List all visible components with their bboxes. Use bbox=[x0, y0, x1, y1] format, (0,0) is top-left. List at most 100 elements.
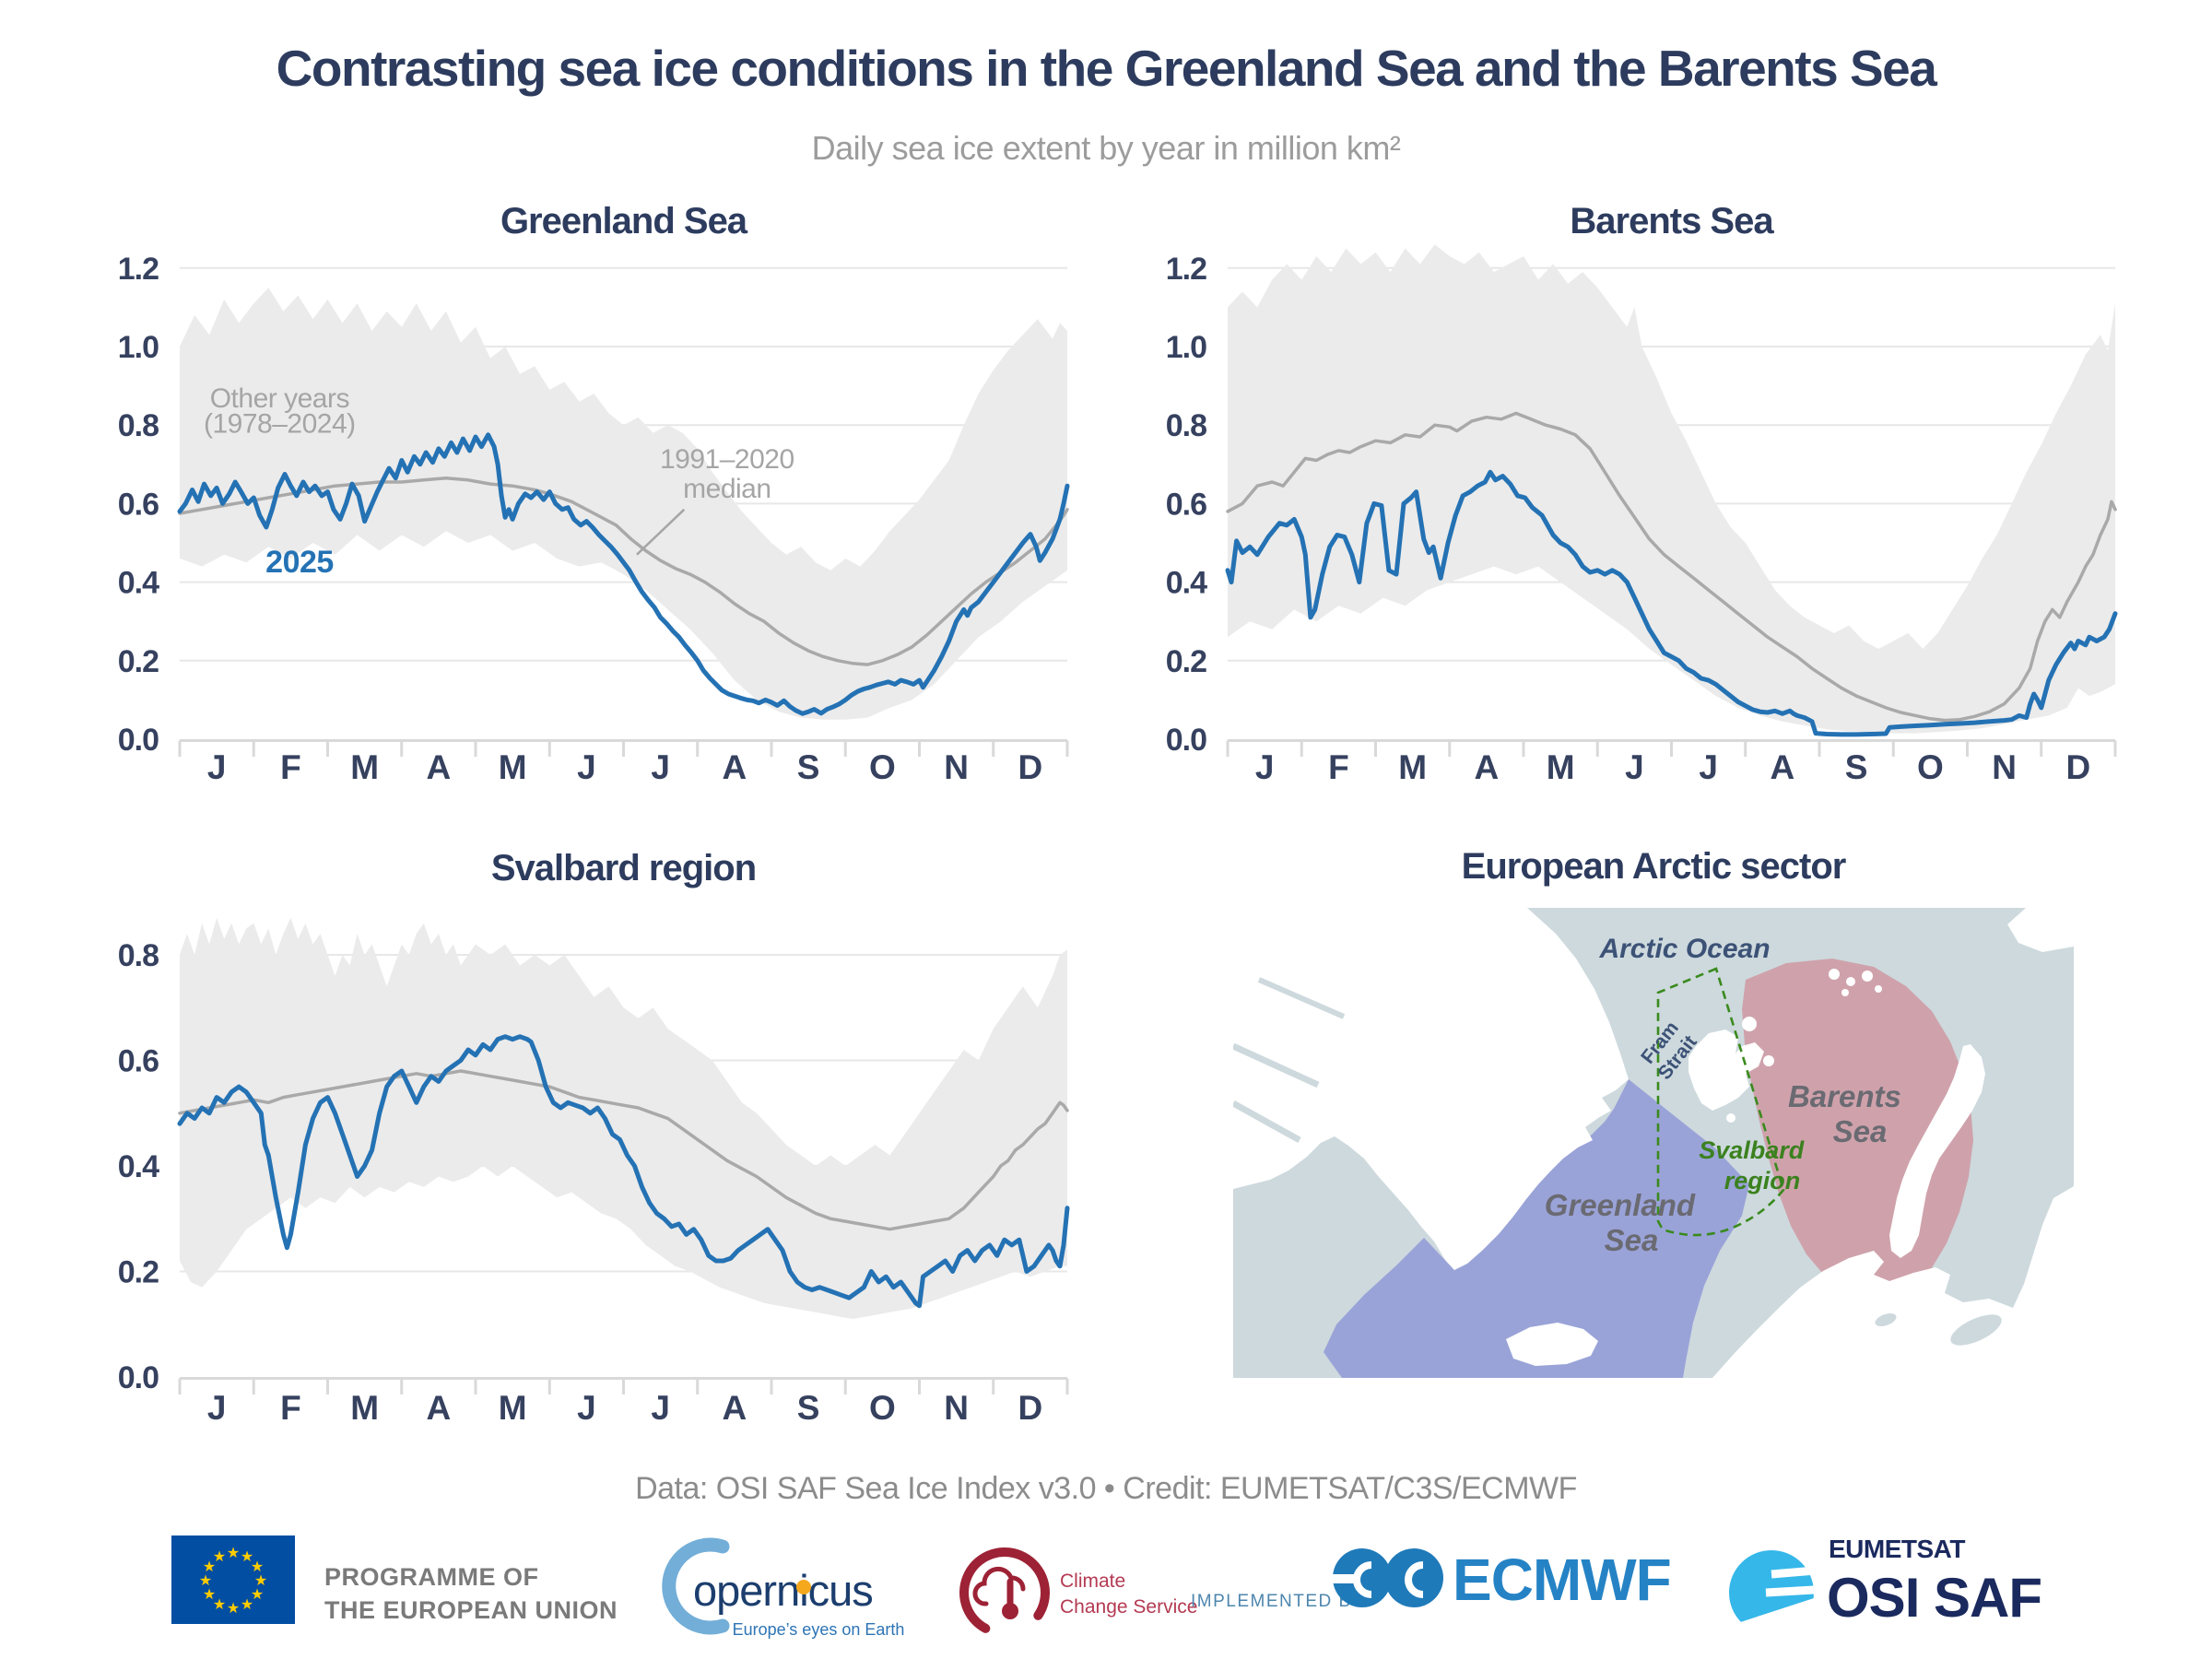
implemented-by-label: IMPLEMENTED BY bbox=[1191, 1592, 1365, 1611]
greenland-chart: 0.0 0.2 0.4 0.6 0.8 1.0 1.2 J F M A M J J A S O N D Other y… bbox=[118, 252, 1070, 786]
map-label-svalbard-2: region bbox=[1724, 1167, 1801, 1194]
greenland-month-label: S bbox=[797, 748, 820, 786]
greenland-month-label: M bbox=[350, 748, 379, 786]
svalbard-month-label: F bbox=[280, 1389, 301, 1427]
greenland-annotation-leader bbox=[636, 508, 686, 556]
barents-month-label: M bbox=[1398, 748, 1427, 786]
panel-title-svalbard-region: Svalbard region bbox=[490, 848, 757, 888]
greenland-annotation: 1991–2020 bbox=[660, 444, 794, 475]
barents-month-label: O bbox=[1917, 748, 1944, 786]
map-label-greenland: Greenland bbox=[1545, 1188, 1696, 1222]
eu-programme-label: PROGRAMME OF THE EUROPEAN UNION bbox=[324, 1561, 618, 1627]
eu-flag-field bbox=[171, 1535, 295, 1624]
barents-month-label: S bbox=[1845, 748, 1868, 786]
svalbard-month-label: O bbox=[869, 1389, 896, 1427]
barents-y-tick-label: 0.8 bbox=[1166, 408, 1206, 443]
greenland-y-tick-label: 0.0 bbox=[118, 723, 159, 758]
map-label-svalbard: Svalbard bbox=[1699, 1136, 1805, 1164]
greenland-month-label: A bbox=[723, 748, 747, 786]
c3s-cloud-icon bbox=[972, 1566, 1026, 1606]
barents-y-tick-label: 0.6 bbox=[1166, 487, 1206, 522]
barents-median-line bbox=[1226, 411, 2117, 723]
eu-flag-logo: ★ ★★★★★★★★★★★ bbox=[171, 1535, 295, 1624]
greenland-month-label: J bbox=[207, 748, 227, 786]
c3s-label-line1: Climate bbox=[1060, 1571, 1125, 1592]
map-svalbard-sector-outline bbox=[1656, 967, 1785, 1237]
c3s-label: Climate Change Service bbox=[1060, 1571, 1197, 1618]
greenland-annotation: Other years bbox=[210, 383, 349, 414]
eu-programme-line2: THE EUROPEAN UNION bbox=[324, 1595, 618, 1624]
map-white-sea bbox=[1950, 1314, 2002, 1346]
greenland-range-band bbox=[180, 288, 1067, 720]
eu-flag-star-icon: ★ bbox=[203, 1559, 216, 1575]
svalbard-month-label: A bbox=[427, 1389, 452, 1427]
svalbard-y-tick-label: 0.6 bbox=[118, 1044, 159, 1079]
svalbard-month-label: M bbox=[350, 1389, 379, 1427]
osisaf-wordmark: OSI SAF bbox=[1827, 1567, 2041, 1629]
c3s-logo: Climate Change Service bbox=[959, 1547, 1197, 1638]
greenland-y-tick-label: 1.2 bbox=[118, 252, 159, 287]
barents-month-label: J bbox=[1255, 748, 1275, 786]
svalbard-month-label: J bbox=[577, 1389, 596, 1427]
ecmwf-icon-cutout bbox=[1405, 1561, 1424, 1598]
map-land-franz-josef bbox=[1829, 969, 1882, 996]
eu-flag-star-icon: ★ bbox=[241, 1597, 253, 1613]
svalbard-range-band bbox=[180, 917, 1067, 1319]
eu-flag-star-icon: ★ bbox=[251, 1559, 264, 1575]
svalbard-month-label: N bbox=[944, 1389, 969, 1427]
panel-title-arctic-map: European Arctic sector bbox=[1461, 846, 1847, 887]
svalbard-y-tick-label: 0.4 bbox=[118, 1149, 159, 1184]
eu-flag-star-icon: ★ bbox=[213, 1597, 226, 1613]
barents-y-tick-label: 0.2 bbox=[1166, 644, 1206, 679]
svalbard-month-label: A bbox=[723, 1389, 747, 1427]
svalbard-month-label: J bbox=[207, 1389, 227, 1427]
greenland-y-tick-label: 0.4 bbox=[118, 566, 159, 601]
page-subtitle: Daily sea ice extent by year in million … bbox=[811, 129, 1401, 167]
barents-chart: 0.0 0.2 0.4 0.6 0.8 1.0 1.2 J F M A M J J A S O N D bbox=[1166, 244, 2118, 786]
ecmwf-wordmark: ECMWF bbox=[1453, 1547, 1671, 1613]
barents-y-tick-label: 1.2 bbox=[1166, 252, 1206, 287]
map-land-novaya-zemlya bbox=[1889, 1044, 1985, 1258]
barents-month-label: D bbox=[2066, 748, 2091, 786]
barents-range-band bbox=[1228, 244, 2115, 734]
map-label-arctic-ocean: Arctic Ocean bbox=[1598, 934, 1770, 964]
greenland-month-label: A bbox=[427, 748, 452, 786]
barents-y-tick-label: 0.0 bbox=[1166, 723, 1206, 758]
c3s-ring-icon bbox=[959, 1547, 1050, 1638]
credit-line: Data: OSI SAF Sea Ice Index v3.0 • Credi… bbox=[635, 1471, 1577, 1506]
svalbard-month-label: M bbox=[499, 1389, 527, 1427]
ecmwf-logo: ECMWF bbox=[1331, 1547, 1672, 1613]
svalbard-month-label: J bbox=[651, 1389, 670, 1427]
barents-y-tick-label: 0.4 bbox=[1166, 566, 1207, 601]
barents-month-label: A bbox=[1771, 748, 1795, 786]
map-channel bbox=[1257, 977, 1346, 1019]
map-channel bbox=[1233, 1100, 1301, 1144]
svalbard-median-line bbox=[178, 1069, 1069, 1231]
osisaf-globe-stripe bbox=[1765, 1585, 1815, 1597]
greenland-y-tick-label: 0.2 bbox=[118, 644, 159, 679]
map-channel bbox=[1233, 1042, 1320, 1088]
map-land-svalbard-island bbox=[1742, 1017, 1757, 1031]
eu-flag-star-icon: ★ bbox=[203, 1587, 216, 1603]
eu-flag-star-icon: ★ bbox=[254, 1573, 267, 1589]
map-label-barents-2: Sea bbox=[1833, 1114, 1888, 1148]
greenland-month-label: J bbox=[577, 748, 596, 786]
barents-month-label: F bbox=[1328, 748, 1349, 786]
greenland-annotation: (1978–2024) bbox=[204, 409, 356, 440]
panel-title-greenland-sea: Greenland Sea bbox=[500, 201, 747, 241]
eu-flag-star-icon: ★ bbox=[251, 1587, 264, 1603]
osisaf-logo: EUMETSAT OSI SAF bbox=[1729, 1535, 2042, 1652]
barents-2025-line bbox=[1225, 469, 2118, 737]
greenland-y-tick-label: 1.0 bbox=[118, 330, 159, 365]
greenland-month-label: O bbox=[869, 748, 896, 786]
eu-flag-star-icon: ★ bbox=[227, 1546, 240, 1561]
map-label-greenland-sea: Greenland Sea bbox=[1545, 1188, 1703, 1257]
map-land-iceland bbox=[1506, 1323, 1598, 1366]
copernicus-tagline: Europe’s eyes on Earth bbox=[733, 1620, 905, 1639]
eu-flag-star-icon: ★ bbox=[213, 1549, 226, 1565]
map-greenland-sea-region bbox=[1324, 1079, 1749, 1378]
c3s-label-line2: Change Service bbox=[1060, 1596, 1197, 1618]
osisaf-globe-stripe bbox=[1771, 1566, 1817, 1579]
svalbard-y-tick-label: 0.2 bbox=[118, 1255, 159, 1290]
svalbard-month-label: D bbox=[1018, 1389, 1043, 1427]
